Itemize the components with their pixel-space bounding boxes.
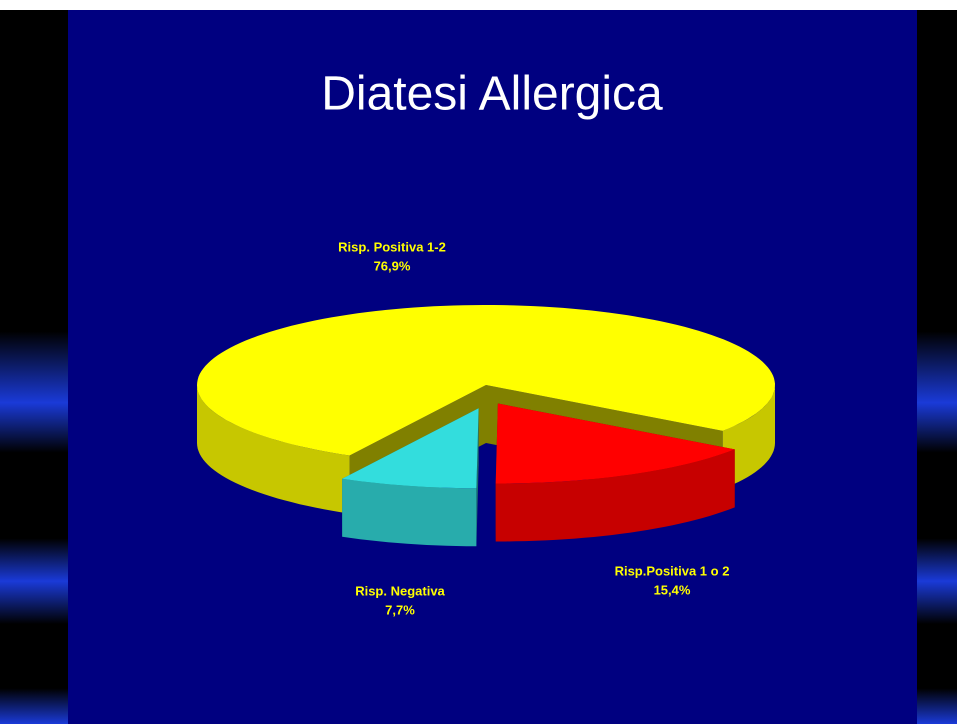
- slice-value-label: 7,7%: [385, 602, 415, 617]
- slice-wall: [722, 385, 775, 489]
- slice-label: Risp. Negativa: [355, 583, 445, 598]
- slice-wall: [197, 385, 350, 514]
- slice-value-label: 76,9%: [374, 258, 411, 273]
- slice-label: Risp.Positiva 1 o 2: [615, 563, 730, 578]
- slice: [342, 408, 479, 489]
- slice-wall: [495, 449, 735, 542]
- slice: [197, 305, 775, 456]
- slice-wall: [342, 478, 477, 547]
- left-band: [0, 10, 68, 724]
- slice: [495, 403, 735, 484]
- slice-label: Risp. Positiva 1-2: [338, 239, 446, 254]
- chart-title: Diatesi Allergica: [321, 68, 663, 121]
- slice-value-label: 15,4%: [654, 582, 691, 597]
- top-strip: [0, 0, 957, 10]
- right-band: [917, 10, 957, 724]
